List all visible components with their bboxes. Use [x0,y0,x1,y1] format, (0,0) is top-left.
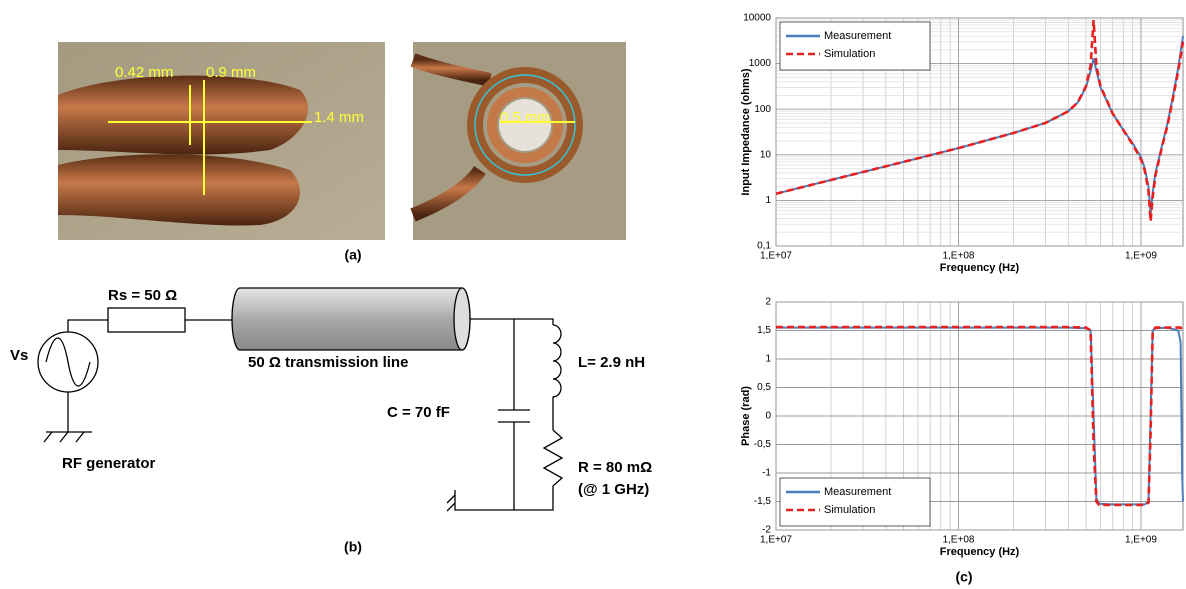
legend-label: Measurement [824,486,891,498]
x-tick-label: 1,E+08 [942,535,974,546]
dimension-label: 0.5 mm [500,109,550,126]
x-tick-label: 1,E+08 [942,251,974,262]
y-tick-label: 0,5 [757,382,771,393]
inductor-label: L= 2.9 nH [578,354,645,371]
y-tick-label: 1 [765,195,771,206]
y-tick-label: 100 [754,104,771,115]
y-tick-label: 10000 [743,13,771,24]
dimension-label: 0.9 mm [206,64,256,81]
y-tick-label: 2 [765,297,771,308]
legend [779,21,931,71]
panel-label: (a) [344,247,361,263]
legend-label: Simulation [824,48,875,60]
x-tick-label: 1,E+09 [1125,251,1157,262]
y-tick-label: 1 [765,354,771,365]
legend-label: Measurement [824,30,891,42]
generator-label: RF generator [62,455,156,472]
circuit [37,287,564,512]
series-line [775,20,1185,222]
y-axis-label: Phase (rad) [740,386,752,446]
y-tick-label: 10 [760,149,772,160]
panel-label: (c) [955,569,972,585]
line-label: 50 Ω transmission line [248,354,408,371]
legend-label: Simulation [824,504,875,516]
dimension-label: 0.42 mm [115,64,173,81]
photo-end: 0.5 mm [410,42,626,240]
series-line [776,325,1184,507]
y-tick-label: 1000 [749,58,772,69]
y-tick-label: 0 [765,411,771,422]
panel-label: (b) [344,539,362,555]
x-axis-label: Frequency (Hz) [940,546,1020,558]
y-tick-label: 0,1 [757,241,771,252]
photo-side: 0.42 mm 0.9 mm 1.4 mm [58,42,385,240]
x-tick-label: 1,E+07 [760,251,792,262]
y-tick-label: -1 [762,468,771,479]
y-tick-label: -0,5 [754,439,772,450]
x-tick-label: 1,E+07 [760,535,792,546]
y-axis-label: Input Impedance (ohms) [740,68,752,195]
y-tick-label: -2 [762,525,771,536]
y-tick-label: -1,5 [754,496,772,507]
y-tick-label: 1,5 [757,325,771,336]
resistor-label: R = 80 mΩ [578,459,652,476]
capacitor-label: C = 70 fF [387,404,450,421]
x-tick-label: 1,E+09 [1125,535,1157,546]
legend [779,477,931,527]
dimension-label: 1.4 mm [314,109,364,126]
source-label: Vs [10,347,28,364]
resistor-note: (@ 1 GHz) [578,481,649,498]
resistor-label: Rs = 50 Ω [108,287,177,304]
x-axis-label: Frequency (Hz) [940,262,1020,274]
